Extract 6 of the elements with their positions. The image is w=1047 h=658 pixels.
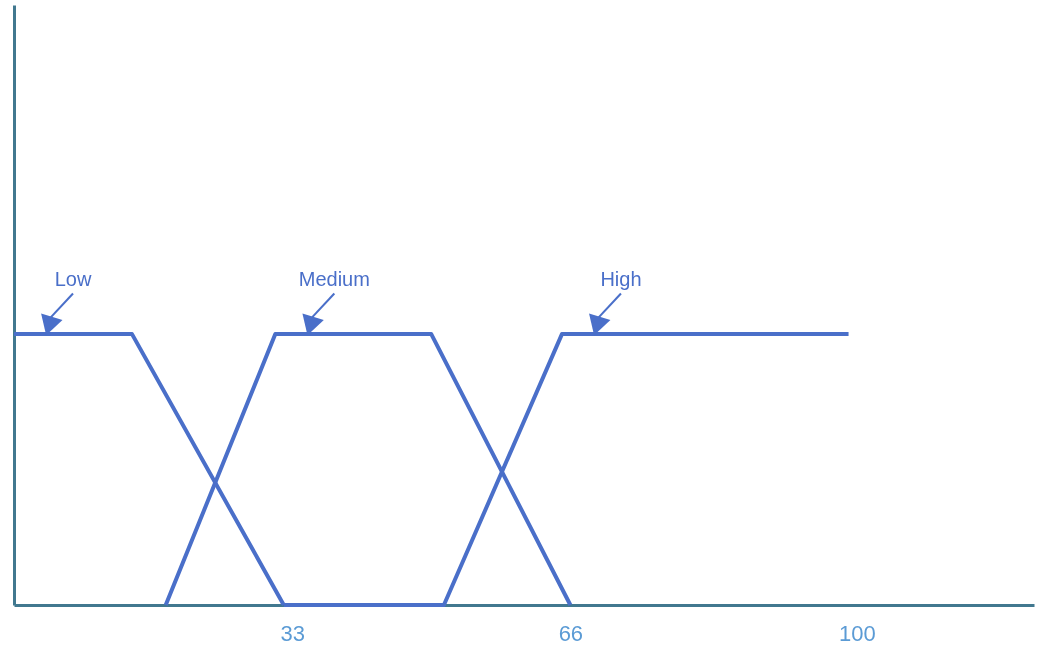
x-tick-label: 33 — [280, 620, 305, 646]
x-tick-label: 66 — [558, 620, 584, 646]
text: Medium — [298, 267, 370, 290]
text: High — [600, 267, 642, 290]
text: Low — [54, 267, 92, 290]
x-tick-label: 100 — [839, 620, 876, 646]
